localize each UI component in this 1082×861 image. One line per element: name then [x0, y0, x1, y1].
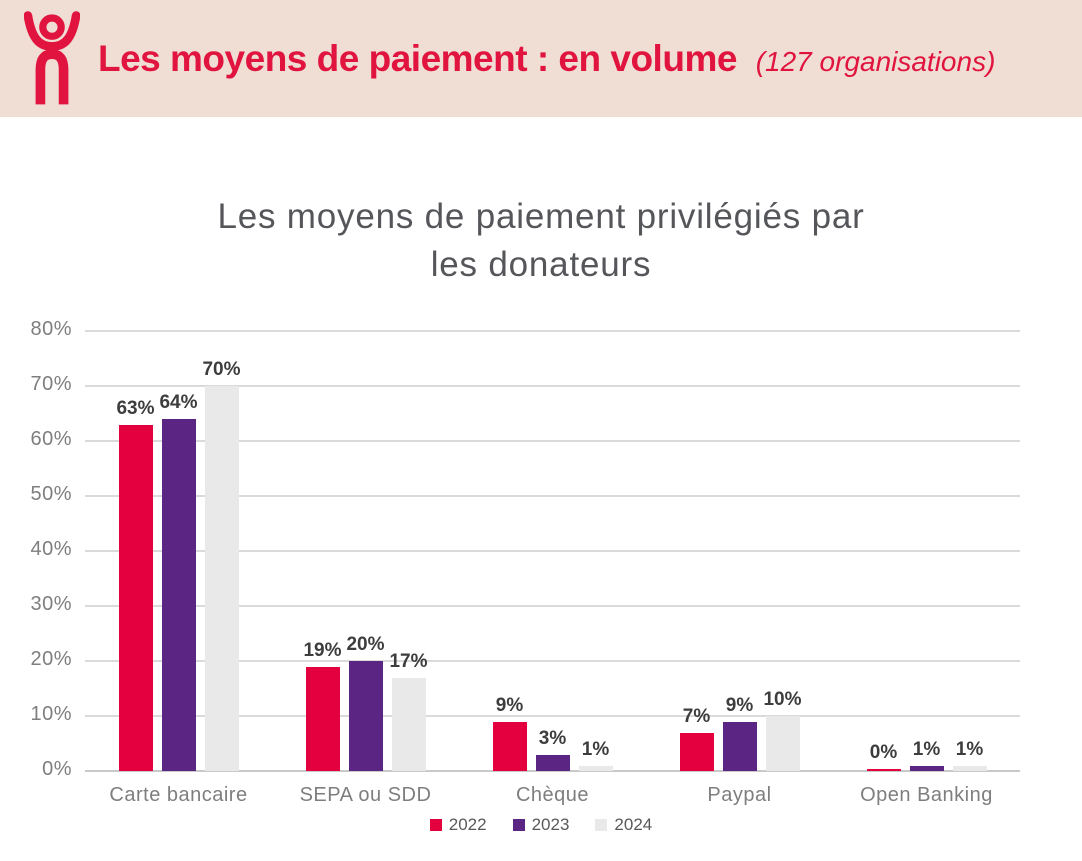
gridline-30%	[85, 605, 1020, 607]
y-tick-40%: 40%	[30, 538, 72, 560]
bar-value-label: 70%	[202, 359, 241, 380]
gridline-20%	[85, 660, 1020, 662]
y-tick-10%: 10%	[30, 703, 72, 725]
bar-value-label: 64%	[159, 392, 198, 413]
category-label-open-banking: Open Banking	[860, 784, 993, 806]
bar-2024-sepa-ou-sdd	[391, 677, 426, 771]
chart-title: Les moyens de paiement privilégiés par l…	[0, 193, 1082, 290]
bar-2022-paypal	[679, 732, 714, 771]
legend-item-2022: 2022	[429, 815, 487, 835]
legend-swatch-2024	[595, 819, 608, 831]
gridline-50%	[85, 495, 1020, 497]
bar-2023-paypal	[722, 721, 757, 771]
header-title: Les moyens de paiement : en volume	[98, 37, 737, 79]
gridline-10%	[85, 715, 1020, 717]
y-tick-80%: 80%	[30, 318, 72, 340]
legend-label: 2023	[531, 815, 570, 834]
bar-2022-chèque	[492, 721, 527, 771]
header-subtitle: (127 organisations)	[755, 45, 996, 77]
bar-2024-open-banking	[952, 765, 987, 771]
gridline-0%	[85, 770, 1020, 772]
bar-value-label: 1%	[581, 738, 610, 760]
bar-value-label: 7%	[682, 705, 711, 727]
category-label-chèque: Chèque	[515, 784, 590, 806]
bar-value-label: 20%	[346, 634, 385, 655]
gridline-70%	[85, 385, 1020, 387]
bar-value-label: 19%	[303, 639, 342, 661]
y-tick-50%: 50%	[30, 483, 72, 505]
chart-legend: 2022 2023 2024	[0, 815, 1082, 835]
bar-2023-sepa-ou-sdd	[348, 661, 383, 771]
bar-2022-sepa-ou-sdd	[305, 666, 340, 771]
chart-title-line-1: Les moyens de paiement privilégiés par	[217, 197, 865, 236]
bar-value-label: 3%	[538, 727, 567, 749]
gridline-80%	[85, 330, 1020, 332]
gridline-40%	[85, 550, 1020, 552]
legend-item-2023: 2023	[512, 815, 570, 835]
bar-2024-paypal	[765, 716, 800, 771]
header-title-row: Les moyens de paiement : en volume (127 …	[98, 38, 995, 80]
y-tick-60%: 60%	[30, 428, 72, 450]
bar-2022-carte-bancaire	[118, 424, 153, 771]
bar-2023-carte-bancaire	[161, 419, 196, 771]
category-label-carte-bancaire: Carte bancaire	[109, 784, 248, 806]
category-label-paypal: Paypal	[707, 784, 772, 806]
bar-value-label: 1%	[955, 738, 984, 760]
bar-value-label: 9%	[495, 694, 524, 716]
bar-value-label: 63%	[116, 397, 155, 419]
bar-2023-open-banking	[909, 765, 944, 771]
chart-title-line-2: les donateurs	[430, 245, 652, 285]
bar-value-label: 0%	[869, 742, 898, 763]
y-tick-30%: 30%	[30, 593, 72, 615]
bar-value-label: 17%	[389, 650, 428, 672]
y-tick-20%: 20%	[30, 648, 72, 670]
legend-label: 2022	[448, 815, 487, 834]
bar-2023-chèque	[535, 754, 570, 771]
person-raised-arms-icon	[24, 10, 80, 104]
gridline-60%	[85, 440, 1020, 442]
bar-chart: 0% 10% 20% 30% 40% 50% 60% 70% 80% 63% 64% 70% Carte…	[0, 310, 1082, 815]
legend-swatch-2023	[512, 819, 525, 831]
legend-item-2024: 2024	[595, 815, 652, 835]
y-tick-0%: 0%	[42, 758, 72, 780]
bar-2022-open-banking	[866, 769, 901, 771]
y-tick-70%: 70%	[30, 373, 72, 395]
legend-swatch-2022	[429, 819, 442, 831]
bar-2024-chèque	[578, 765, 613, 771]
bar-value-label: 1%	[912, 738, 941, 760]
bar-2024-carte-bancaire	[204, 386, 239, 771]
legend-label: 2024	[614, 815, 653, 834]
bar-value-label: 9%	[725, 694, 754, 716]
category-label-sepa-ou-sdd: SEPA ou SDD	[299, 784, 432, 806]
bar-value-label: 10%	[763, 689, 802, 710]
header-banner: Les moyens de paiement : en volume (127 …	[0, 0, 1082, 117]
